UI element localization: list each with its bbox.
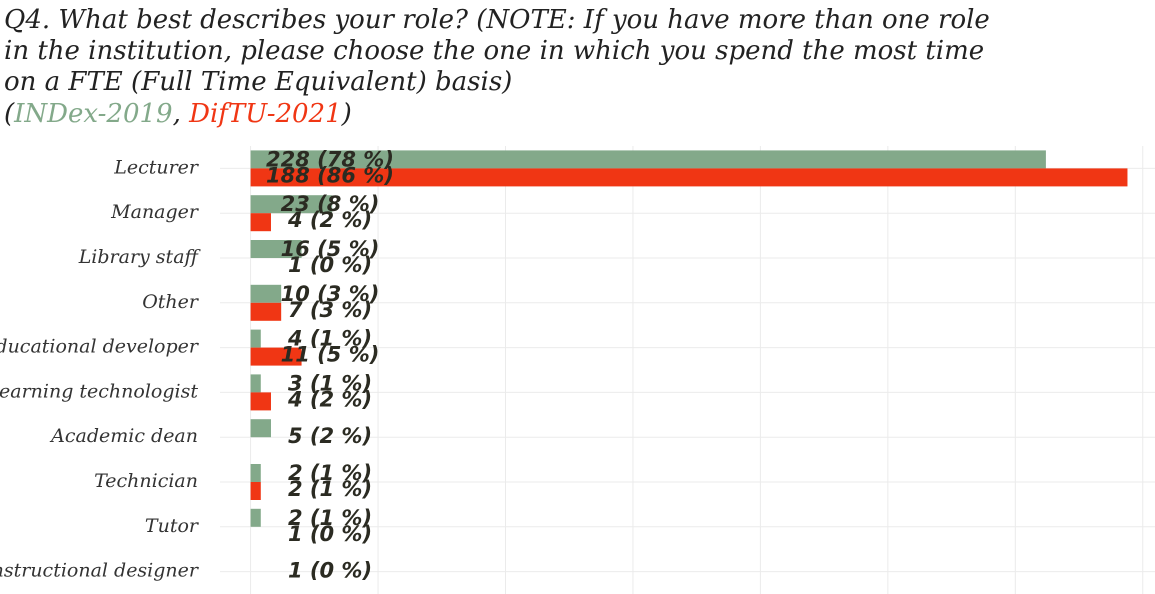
y-tick-label: Lecturer [113,156,200,178]
bar [250,464,261,482]
value-label: 1 (0 %) [288,522,372,546]
y-tick-label: Technician [94,470,198,492]
value-label: 2 (1 %) [288,461,372,485]
legend-entry: INDex-2019 [13,99,172,129]
bar [250,240,302,258]
value-label: 11 (5 %) [281,343,380,367]
bar [250,329,261,348]
bar [250,482,261,500]
y-tick-label: Learning technologist [0,380,198,402]
value-label: 1 (0 %) [288,253,372,277]
chart-title: on a FTE (Full Time Equivalent) basis) [4,67,512,97]
value-label: 4 (2 %) [287,387,372,411]
legend: (INDex-2019, DifTU-2021) [4,99,352,129]
value-label: 2 (1 %) [288,506,372,530]
bar [250,284,282,303]
y-tick-label: Academic dean [49,425,198,447]
value-label: 4 (1 %) [287,327,372,351]
chart-title: Q4. What best describes your role? (NOTE… [4,5,990,35]
value-label: 23 (8 %) [281,192,380,216]
value-label: 3 (1 %) [288,371,372,395]
bar [250,302,282,321]
y-tick-label: Educational developer [0,336,200,358]
value-label: 4 (2 %) [287,208,372,232]
bar [250,213,271,232]
y-tick-label: Tutor [145,515,200,537]
value-label: 7 (3 %) [288,298,372,322]
bar [250,347,302,366]
bar [250,419,271,438]
bar [250,195,333,214]
chart-title: in the institution, please choose the on… [4,36,984,66]
bar [250,374,261,393]
value-label: 228 (78 %) [266,147,394,171]
value-label: 1 (0 %) [288,559,372,583]
value-label: 16 (5 %) [281,237,380,261]
bar [250,168,1128,187]
value-label: 5 (2 %) [288,424,372,448]
bar [250,392,271,411]
value-label: 2 (1 %) [288,477,372,501]
y-tick-label: Manager [110,201,200,223]
y-tick-label: Instructional designer [0,560,200,582]
y-tick-label: Library staff [78,246,202,268]
bar [250,150,1046,169]
y-tick-label: Other [142,291,200,313]
value-label: 10 (3 %) [281,282,380,306]
bar [250,508,261,527]
value-label: 188 (86 %) [266,163,394,187]
legend-entry: DifTU-2021 [188,99,342,129]
